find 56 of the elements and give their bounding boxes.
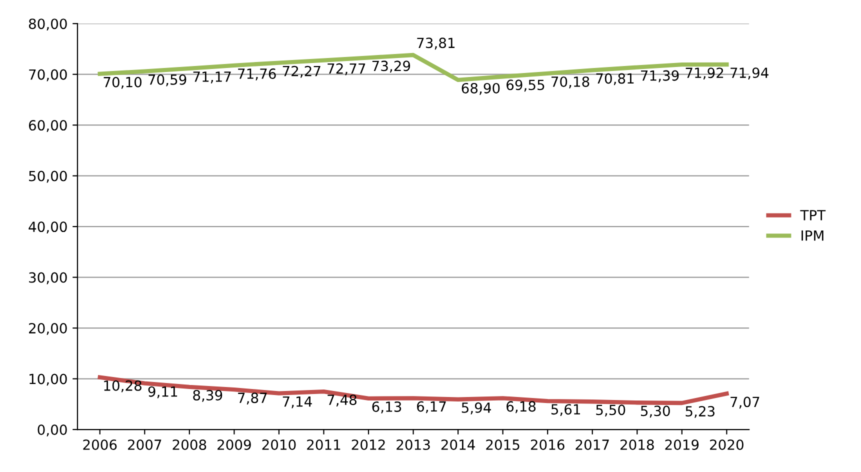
data-label: 5,23 — [686, 406, 714, 418]
y-tick-label: 0,00 — [38, 424, 67, 436]
x-tick-label: 2007 — [128, 439, 162, 450]
y-tick-label: 50,00 — [29, 170, 67, 183]
x-tick-label: 2016 — [530, 439, 564, 450]
data-label: 6,13 — [372, 401, 402, 414]
y-tick-label: 80,00 — [28, 18, 67, 30]
x-tick-label: 2019 — [665, 439, 699, 450]
x-tick-label: 2008 — [172, 439, 206, 450]
data-label: 5,94 — [462, 402, 491, 414]
data-label: 8,39 — [193, 390, 222, 402]
data-label: 5,30 — [640, 406, 670, 418]
x-tick-label: 2012 — [352, 439, 385, 450]
data-label: 6,17 — [417, 401, 446, 414]
data-label: 72,27 — [282, 66, 320, 78]
data-label: 70,18 — [552, 76, 590, 88]
data-label: 71,76 — [238, 68, 276, 80]
data-label: 71,92 — [686, 68, 724, 80]
data-label: 71,17 — [193, 72, 231, 84]
data-label: 69,55 — [506, 80, 544, 92]
data-label: 5,50 — [596, 404, 626, 417]
data-label: 6,18 — [506, 401, 536, 414]
data-label: 7,87 — [238, 392, 267, 405]
y-tick-label: 40,00 — [28, 222, 67, 234]
data-label: 70,81 — [596, 73, 634, 86]
data-label: 70,59 — [148, 74, 186, 86]
x-tick-label: 2011 — [307, 439, 340, 450]
x-tick-label: 2015 — [486, 439, 520, 450]
data-label: 5,61 — [551, 404, 580, 416]
x-tick-label: 2017 — [576, 439, 609, 450]
x-tick-label: 2014 — [441, 439, 475, 450]
y-tick-label: 60,00 — [28, 120, 67, 132]
y-tick-label: 70,00 — [29, 69, 67, 82]
x-tick-label: 2020 — [710, 439, 744, 450]
y-tick-label: 20,00 — [29, 323, 67, 335]
data-label: 73,81 — [417, 38, 455, 50]
y-tick-label: 30,00 — [29, 272, 67, 284]
legend-label: IPM — [802, 230, 824, 241]
data-label: 71,39 — [641, 70, 679, 82]
data-label: 72,77 — [328, 63, 366, 76]
data-label: 71,94 — [730, 68, 768, 80]
legend-label: TPT — [800, 210, 826, 220]
data-label: 73,29 — [372, 60, 410, 73]
data-label: 70,10 — [104, 76, 142, 89]
data-label: 7,07 — [730, 396, 760, 409]
x-tick-label: 2018 — [620, 439, 654, 450]
y-tick-label: 10,00 — [30, 374, 67, 386]
data-label: 7,14 — [282, 396, 312, 408]
data-label: 10,28 — [104, 380, 142, 392]
data-label: 7,48 — [328, 394, 356, 407]
data-label: 9,11 — [148, 386, 178, 398]
data-label: 68,90 — [462, 82, 500, 95]
x-tick-label: 2006 — [83, 439, 117, 450]
x-tick-label: 2013 — [396, 439, 430, 450]
x-tick-label: 2009 — [218, 439, 251, 450]
x-tick-label: 2010 — [262, 439, 296, 450]
